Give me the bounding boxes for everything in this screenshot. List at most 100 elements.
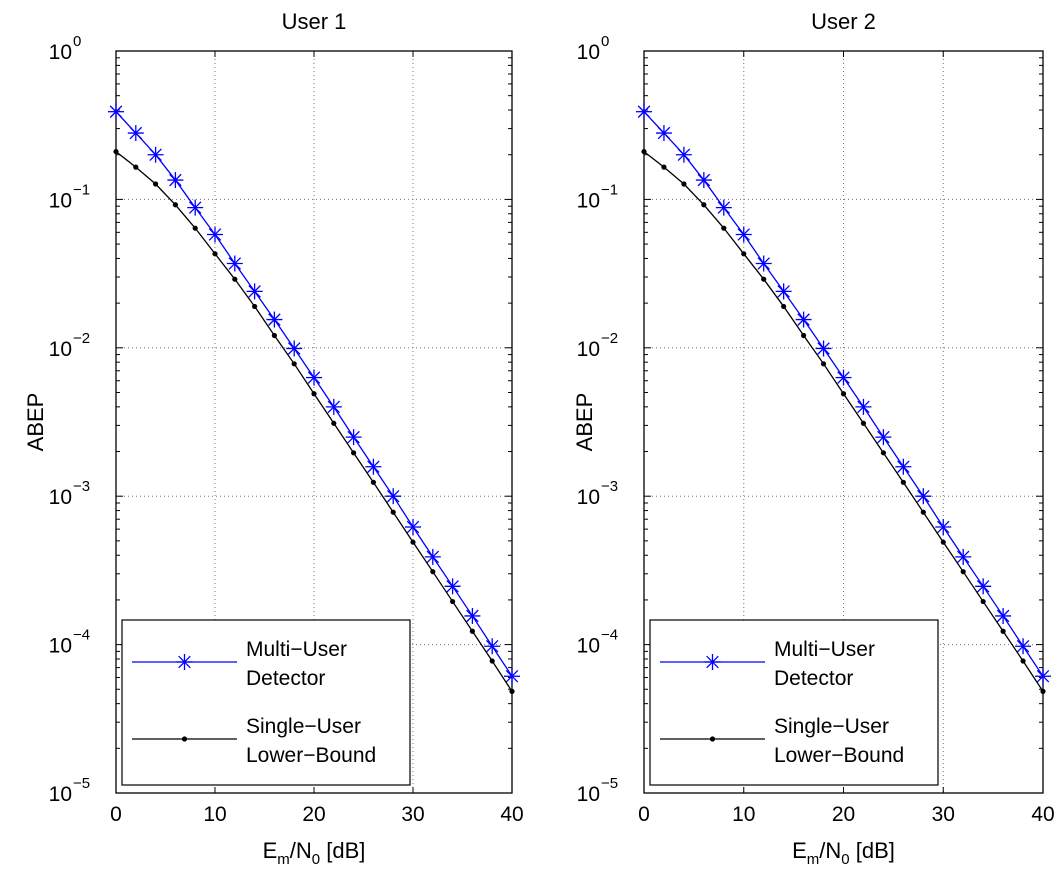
- data-point: [469, 628, 475, 634]
- data-point: [960, 569, 966, 575]
- data-point: [735, 226, 752, 243]
- data-point: [365, 458, 382, 475]
- data-point: [345, 429, 362, 446]
- data-point: [424, 548, 441, 565]
- data-point: [207, 226, 223, 243]
- y-axis-label: ABEP: [23, 393, 48, 452]
- y-tick-exponent: 0: [601, 33, 609, 50]
- data-point: [370, 479, 376, 485]
- data-point: [405, 519, 421, 536]
- legend-label: Multi−User: [774, 638, 875, 661]
- data-point: [271, 332, 277, 339]
- legend-label: Detector: [246, 667, 325, 690]
- y-axis-label: ABEP: [572, 393, 597, 452]
- data-point: [915, 488, 932, 505]
- legend-marker: [709, 736, 716, 742]
- data-point: [655, 125, 672, 142]
- data-point: [464, 607, 481, 624]
- y-tick-exponent: 0: [73, 33, 81, 50]
- data-point: [444, 578, 461, 595]
- data-point: [761, 276, 767, 282]
- series-2: [641, 148, 1046, 694]
- legend-box: [649, 619, 939, 786]
- data-point: [286, 340, 303, 357]
- data-point: [636, 103, 652, 120]
- legend-marker: [176, 654, 193, 670]
- data-point: [641, 148, 647, 155]
- data-point: [172, 202, 178, 208]
- data-point: [325, 398, 342, 415]
- data-point: [410, 539, 416, 545]
- y-tick-label: 10: [577, 41, 600, 64]
- data-point: [450, 598, 456, 605]
- data-point: [801, 332, 807, 339]
- series-1: [108, 103, 520, 685]
- data-point: [331, 420, 337, 426]
- data-point: [167, 172, 184, 189]
- data-point: [430, 569, 436, 575]
- x-tick-label: 30: [401, 803, 424, 826]
- data-point: [755, 255, 772, 272]
- y-tick-label: 10: [49, 783, 72, 806]
- data-point: [860, 420, 867, 426]
- data-point: [1035, 668, 1051, 685]
- y-tick-exponent: −3: [601, 478, 618, 495]
- legend-box: [121, 619, 411, 786]
- data-point: [661, 164, 667, 170]
- data-point: [715, 199, 732, 216]
- data-point: [127, 125, 144, 142]
- x-tick-label: 0: [638, 803, 650, 826]
- legend-marker: [181, 736, 188, 742]
- data-point: [306, 369, 322, 386]
- x-tick-label: 10: [732, 803, 755, 826]
- data-point: [108, 103, 124, 120]
- y-tick-label: 10: [49, 338, 72, 361]
- data-point: [266, 311, 283, 328]
- data-point: [875, 429, 892, 446]
- data-point: [815, 340, 832, 357]
- data-point: [675, 146, 692, 163]
- data-point: [489, 658, 495, 664]
- data-point: [701, 202, 707, 208]
- x-tick-label: 30: [932, 803, 955, 826]
- data-point: [900, 479, 906, 485]
- y-tick-label: 10: [49, 635, 72, 658]
- data-point: [133, 164, 139, 170]
- chart-title: User 2: [811, 9, 876, 34]
- data-point: [226, 255, 243, 272]
- data-point: [1000, 628, 1006, 634]
- y-tick-exponent: −3: [73, 478, 90, 495]
- data-point: [385, 488, 402, 505]
- data-point: [351, 450, 357, 456]
- data-point: [311, 391, 317, 397]
- legend-label: Single−User: [774, 715, 889, 738]
- data-point: [835, 369, 852, 386]
- legend-label: Lower−Bound: [774, 744, 904, 767]
- legend-label: Lower−Bound: [246, 744, 376, 767]
- data-point: [920, 509, 926, 515]
- y-tick-label: 10: [49, 41, 72, 64]
- data-point: [880, 450, 887, 456]
- legend-label: Multi−User: [246, 638, 347, 661]
- data-point: [1015, 638, 1032, 655]
- data-point: [187, 199, 204, 216]
- y-tick-label: 10: [49, 189, 72, 212]
- data-point: [232, 276, 238, 282]
- data-point: [147, 146, 164, 163]
- y-tick-exponent: −2: [601, 330, 618, 347]
- data-point: [509, 688, 515, 694]
- chart-title: User 1: [282, 9, 347, 34]
- legend: Multi−User Detector Single−User Lower−Bound: [649, 619, 939, 786]
- x-axis-label: Em/N0 [dB]: [263, 838, 366, 868]
- legend-label: Detector: [774, 667, 853, 690]
- y-tick-exponent: −1: [601, 181, 618, 198]
- data-point: [113, 148, 119, 155]
- x-tick-label: 20: [302, 803, 325, 826]
- y-tick-exponent: −5: [73, 775, 90, 792]
- data-point: [781, 303, 787, 310]
- legend-label: Single−User: [246, 715, 361, 738]
- x-tick-label: 10: [203, 803, 226, 826]
- data-point: [980, 598, 986, 605]
- x-axis-label: Em/N0 [dB]: [792, 838, 895, 868]
